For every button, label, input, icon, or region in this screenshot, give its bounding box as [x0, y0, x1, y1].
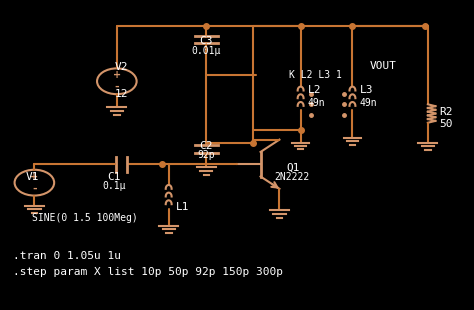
Text: SINE(0 1.5 100Meg): SINE(0 1.5 100Meg) — [32, 213, 138, 223]
Text: 2N2222: 2N2222 — [275, 171, 310, 182]
Text: 0.1μ: 0.1μ — [103, 181, 126, 191]
Text: -: - — [115, 82, 119, 92]
Text: C2: C2 — [200, 141, 213, 151]
Text: C1: C1 — [108, 171, 121, 182]
Text: R2: R2 — [439, 107, 453, 117]
Text: 12: 12 — [115, 89, 128, 99]
Text: 49n: 49n — [308, 98, 325, 108]
Text: V1: V1 — [25, 171, 39, 182]
Text: 0.01μ: 0.01μ — [191, 46, 221, 55]
Text: L3: L3 — [359, 86, 373, 95]
Text: 92p: 92p — [198, 150, 215, 160]
Text: VOUT: VOUT — [370, 61, 397, 71]
Text: +: + — [113, 70, 121, 81]
Text: C3: C3 — [200, 36, 213, 46]
Text: +: + — [30, 172, 38, 182]
Text: -: - — [32, 184, 36, 193]
Text: K L2 L3 1: K L2 L3 1 — [289, 70, 342, 80]
Text: 50: 50 — [439, 119, 453, 129]
Text: Q1: Q1 — [286, 162, 300, 172]
Text: L1: L1 — [176, 202, 189, 212]
Text: L2: L2 — [308, 86, 321, 95]
Text: V2: V2 — [115, 62, 128, 73]
Text: .tran 0 1.05u 1u: .tran 0 1.05u 1u — [13, 251, 121, 261]
Text: 49n: 49n — [359, 98, 377, 108]
Text: .step param X list 10p 50p 92p 150p 300p: .step param X list 10p 50p 92p 150p 300p — [13, 267, 283, 277]
